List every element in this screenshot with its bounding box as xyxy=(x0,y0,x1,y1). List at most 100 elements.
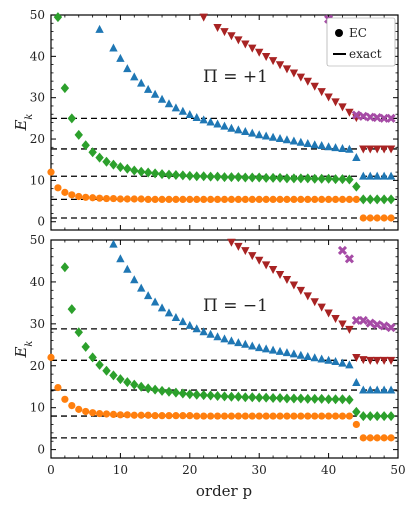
data-point xyxy=(386,385,396,394)
data-point xyxy=(358,315,368,326)
data-point xyxy=(227,195,236,204)
data-point xyxy=(282,348,292,357)
legend-label-ec: EC xyxy=(349,26,367,40)
data-point xyxy=(380,434,388,442)
data-point xyxy=(275,134,285,143)
data-point xyxy=(379,356,389,365)
data-point xyxy=(275,346,285,355)
data-point xyxy=(67,113,77,124)
data-point xyxy=(268,393,278,404)
data-point xyxy=(241,412,249,420)
data-point xyxy=(379,113,389,123)
data-point xyxy=(227,32,236,41)
data-point xyxy=(60,83,70,94)
data-point xyxy=(289,173,299,184)
data-point xyxy=(144,195,152,204)
data-point xyxy=(67,304,77,315)
data-point xyxy=(366,194,375,205)
data-point xyxy=(386,145,396,154)
data-point xyxy=(220,28,229,37)
data-point xyxy=(95,24,104,33)
data-point xyxy=(178,106,188,115)
data-point xyxy=(109,194,118,203)
data-point xyxy=(261,131,271,140)
data-point xyxy=(81,341,90,352)
data-point xyxy=(213,195,222,204)
data-point xyxy=(372,145,382,154)
data-point xyxy=(358,111,368,121)
data-point xyxy=(366,434,374,442)
data-point xyxy=(331,195,340,204)
data-point xyxy=(207,412,215,420)
data-point xyxy=(123,264,132,273)
data-point xyxy=(359,214,367,222)
data-point xyxy=(275,172,285,183)
data-point xyxy=(109,43,118,52)
data-point xyxy=(185,170,194,181)
data-point xyxy=(359,171,368,180)
data-point xyxy=(179,412,187,420)
data-point xyxy=(324,93,333,102)
data-point xyxy=(199,327,208,336)
y-tick-label: 10 xyxy=(30,173,45,187)
data-point xyxy=(75,192,83,201)
data-point xyxy=(296,350,306,359)
data-point xyxy=(297,412,305,420)
data-point xyxy=(88,147,97,158)
data-point xyxy=(171,387,181,398)
data-point xyxy=(268,172,278,183)
data-point xyxy=(331,143,340,152)
ylabel: Ek xyxy=(12,113,35,131)
data-point xyxy=(261,392,271,403)
data-point xyxy=(262,412,270,420)
panel-top: 0 10 20 30 40 50 Π = +1 EC exact Ek xyxy=(12,8,399,231)
data-point xyxy=(241,392,250,403)
data-point xyxy=(331,314,340,323)
data-point xyxy=(338,412,347,420)
data-point xyxy=(275,393,285,404)
data-point xyxy=(95,409,104,418)
data-point xyxy=(213,412,222,420)
data-point xyxy=(338,195,347,204)
data-point xyxy=(137,381,146,392)
data-point xyxy=(186,195,194,204)
exact-lines xyxy=(51,328,398,439)
data-point xyxy=(304,195,312,204)
data-point xyxy=(102,365,111,376)
data-point xyxy=(234,195,242,204)
data-point xyxy=(317,141,326,150)
data-point xyxy=(275,61,285,70)
data-point xyxy=(248,412,256,420)
data-point xyxy=(123,163,132,174)
data-point xyxy=(172,412,180,420)
data-point xyxy=(365,318,375,328)
data-point xyxy=(311,195,319,204)
data-point xyxy=(366,411,375,422)
data-point xyxy=(227,172,236,183)
data-point xyxy=(269,412,277,420)
legend-marker-ec xyxy=(335,29,343,37)
data-point xyxy=(276,195,284,204)
data-point xyxy=(95,152,104,163)
data-point xyxy=(192,112,201,121)
data-point xyxy=(116,254,125,263)
data-point xyxy=(47,168,55,176)
data-point xyxy=(164,169,174,180)
data-point xyxy=(178,317,188,326)
data-point xyxy=(255,48,264,57)
data-point xyxy=(248,44,257,53)
data-point xyxy=(165,195,173,204)
data-point xyxy=(359,145,368,154)
data-point xyxy=(338,394,347,405)
data-point xyxy=(143,383,153,394)
data-point xyxy=(213,390,222,401)
data-point xyxy=(324,173,333,184)
data-point xyxy=(95,194,104,202)
data-point xyxy=(241,126,250,135)
data-point xyxy=(123,377,132,388)
data-point xyxy=(185,110,194,119)
data-point xyxy=(296,73,306,82)
data-point xyxy=(379,194,389,205)
data-point xyxy=(379,171,389,180)
data-point xyxy=(344,254,354,264)
